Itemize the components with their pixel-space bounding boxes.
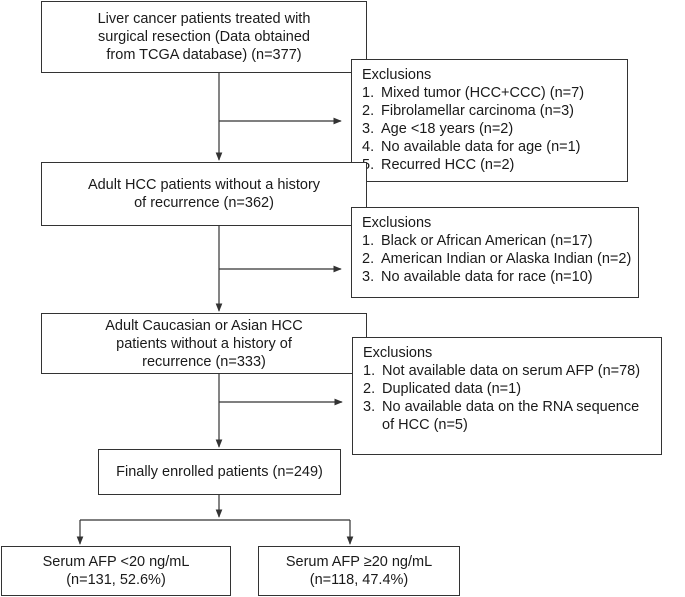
exclusion-item: 2. Duplicated data (n=1) [363, 381, 522, 397]
exclusion-item: 3. No available data for race (n=10) [362, 269, 593, 285]
start-box: Liver cancer patients treated with surgi… [41, 1, 367, 73]
adult-hcc-line-2: of recurrence (n=362) [134, 195, 274, 211]
exclusion-item: 5. Recurred HCC (n=2) [362, 157, 515, 173]
caucasian-asian-line-1: Adult Caucasian or Asian HCC [105, 317, 303, 334]
caucasian-asian-line-2: patients without a history of [116, 335, 292, 352]
exclusions-title: Exclusions [362, 67, 432, 83]
start-line-2: surgical resection (Data obtained [98, 29, 310, 45]
afp-low-line-1: Serum AFP <20 ng/mL [42, 554, 190, 570]
caucasian-asian-line-3: recurrence (n=333) [142, 353, 266, 370]
adult-hcc-box: Adult HCC patients without a history of … [41, 162, 367, 226]
exclusion-item: 1. Mixed tumor (HCC+CCC) (n=7) [362, 85, 585, 101]
afp-low-box: Serum AFP <20 ng/mL (n=131, 52.6%) [1, 546, 231, 596]
caucasian-asian-box: Adult Caucasian or Asian HCC patients wi… [41, 313, 367, 374]
exclusions-title: Exclusions [363, 345, 433, 361]
afp-high-line-1: Serum AFP ≥20 ng/mL [285, 554, 433, 570]
exclusion-item: 3. No available data on the RNA sequence o… [363, 399, 640, 433]
exclusion-item: 2. Fibrolamellar carcinoma (n=3) [362, 103, 574, 119]
enrolled-box: Finally enrolled patients (n=249) [98, 449, 341, 495]
start-line-1: Liver cancer patients treated with [97, 11, 311, 27]
exclusion-item: 4. No available data for age (n=1) [362, 139, 581, 155]
exclusion-item: 3. Age <18 years (n=2) [362, 121, 514, 137]
exclusions-box-1: Exclusions 1. Mixed tumor (HCC+CCC) (n=7)… [351, 59, 628, 182]
exclusions-box-3: Exclusions 1. Not available data on serum… [352, 337, 662, 455]
exclusion-item: 1. Black or African American (n=17) [362, 233, 593, 249]
exclusions-box-2: Exclusions 1. Black or African American (… [351, 207, 639, 298]
exclusion-item: 2. American Indian or Alaska Indian (n=2) [362, 251, 632, 267]
enrolled-line-1: Finally enrolled patients (n=249) [116, 464, 323, 480]
exclusions-title: Exclusions [362, 215, 432, 231]
exclusion-item: 1. Not available data on serum AFP (n=78) [363, 363, 641, 379]
afp-low-line-2: (n=131, 52.6%) [66, 572, 166, 588]
start-line-3: from TCGA database) (n=377) [106, 47, 302, 63]
afp-high-line-2: (n=118, 47.4%) [309, 572, 409, 588]
adult-hcc-line-1: Adult HCC patients without a history [87, 177, 321, 193]
afp-high-box: Serum AFP ≥20 ng/mL (n=118, 47.4%) [258, 546, 460, 596]
